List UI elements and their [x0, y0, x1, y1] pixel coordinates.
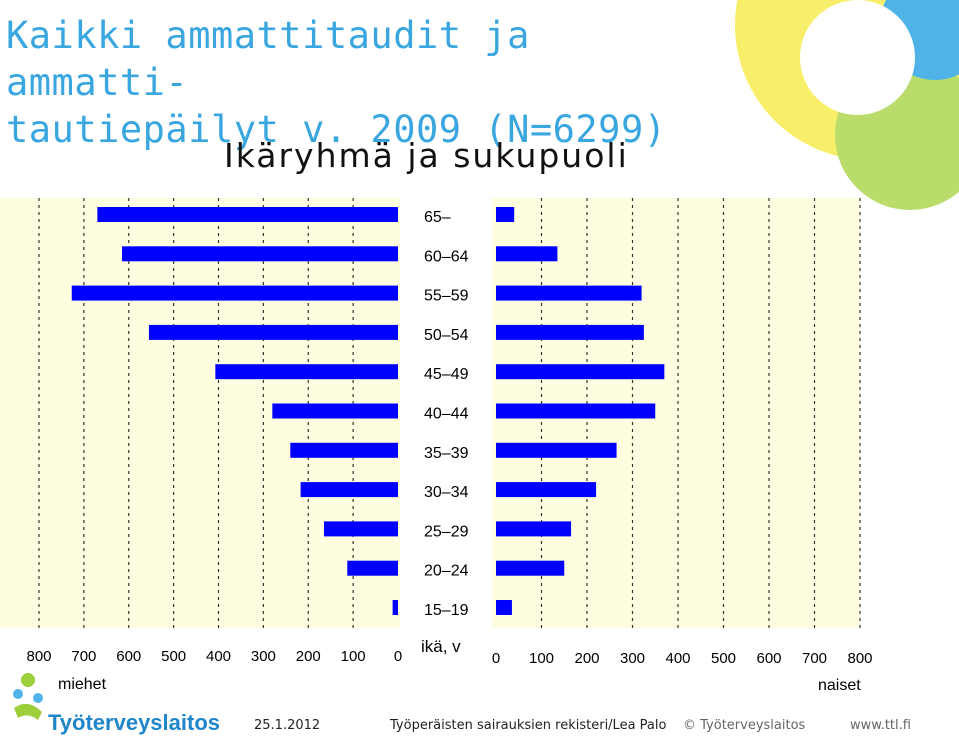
bar-miehet [300, 482, 398, 498]
age-category-label: 15–19 [424, 602, 469, 619]
page-title-line-1: Kaikki ammattitaudit ja ammatti- [6, 14, 530, 104]
x-tick-label-right: 0 [492, 650, 500, 667]
x-tick-label-right: 200 [574, 650, 599, 667]
bar-naiset [496, 364, 665, 380]
x-tick-label-left: 600 [116, 648, 141, 665]
bar-miehet [148, 324, 398, 340]
bar-miehet [122, 246, 399, 262]
bar-naiset [496, 482, 597, 498]
footer: Työterveyslaitos 25.1.2012 Työperäisten … [0, 673, 959, 737]
x-tick-label-right: 300 [620, 650, 645, 667]
bar-miehet [71, 285, 398, 301]
age-category-label: 30–34 [424, 484, 469, 501]
right-series-label: naiset [818, 677, 861, 694]
x-tick-label-right: 600 [756, 650, 781, 667]
bar-naiset [496, 246, 558, 262]
footer-date: 25.1.2012 [254, 718, 321, 733]
x-tick-label-left: 300 [251, 648, 276, 665]
page-title-line-2: tautiepäilyt v. 2009 (N=6299) [6, 108, 667, 151]
x-tick-label-left: 0 [394, 648, 402, 665]
bar-miehet [215, 364, 398, 380]
bar-naiset [496, 521, 572, 537]
bar-miehet [97, 207, 399, 222]
chart-subtitle: Ikäryhmä ja sukupuoli [224, 136, 629, 175]
x-tick-label-right: 100 [529, 650, 554, 667]
x-tick-label-left: 500 [161, 648, 186, 665]
bar-miehet [272, 403, 398, 419]
x-tick-label-right: 800 [847, 650, 872, 667]
footer-url[interactable]: www.ttl.fi [850, 718, 911, 733]
x-tick-label-left: 400 [206, 648, 231, 665]
age-category-label: 55–59 [424, 288, 469, 305]
x-tick-label-right: 400 [665, 650, 690, 667]
bar-naiset [496, 560, 565, 576]
center-axis-label: ikä, v [421, 637, 461, 656]
bar-miehet [392, 600, 398, 615]
ttl-logo-icon [13, 673, 43, 720]
bar-miehet [290, 442, 398, 458]
bar-miehet [347, 560, 398, 576]
bar-miehet [323, 521, 398, 537]
age-category-label: 45–49 [424, 366, 469, 383]
x-tick-label-right: 500 [711, 650, 736, 667]
age-category-label: 35–39 [424, 445, 469, 462]
footer-copyright: © Työterveyslaitos [683, 718, 806, 733]
age-category-label: 20–24 [424, 563, 469, 580]
footer-source: Työperäisten sairauksien rekisteri/Lea P… [390, 718, 667, 733]
x-tick-label-left: 700 [71, 648, 96, 665]
age-category-label: 60–64 [424, 248, 469, 265]
bar-naiset [496, 285, 642, 301]
left-series-label: miehet [58, 676, 107, 693]
bar-naiset [496, 403, 656, 419]
bar-naiset [496, 600, 512, 615]
page-title: Kaikki ammattitaudit ja ammatti- tautiep… [6, 12, 706, 153]
age-category-label: 25–29 [424, 523, 469, 540]
age-category-label: 40–44 [424, 406, 469, 423]
logo-text: Työterveyslaitos [48, 710, 221, 735]
x-tick-label-left: 800 [26, 648, 51, 665]
bar-naiset [496, 442, 617, 458]
x-tick-label-left: 200 [296, 648, 321, 665]
age-category-label: 50–54 [424, 327, 469, 344]
x-tick-label-left: 100 [341, 648, 366, 665]
decorative-white-circle [800, 0, 915, 115]
bar-naiset [496, 324, 644, 340]
bar-naiset [496, 207, 515, 222]
x-tick-label-right: 700 [802, 650, 827, 667]
age-category-label: 65– [424, 209, 451, 226]
